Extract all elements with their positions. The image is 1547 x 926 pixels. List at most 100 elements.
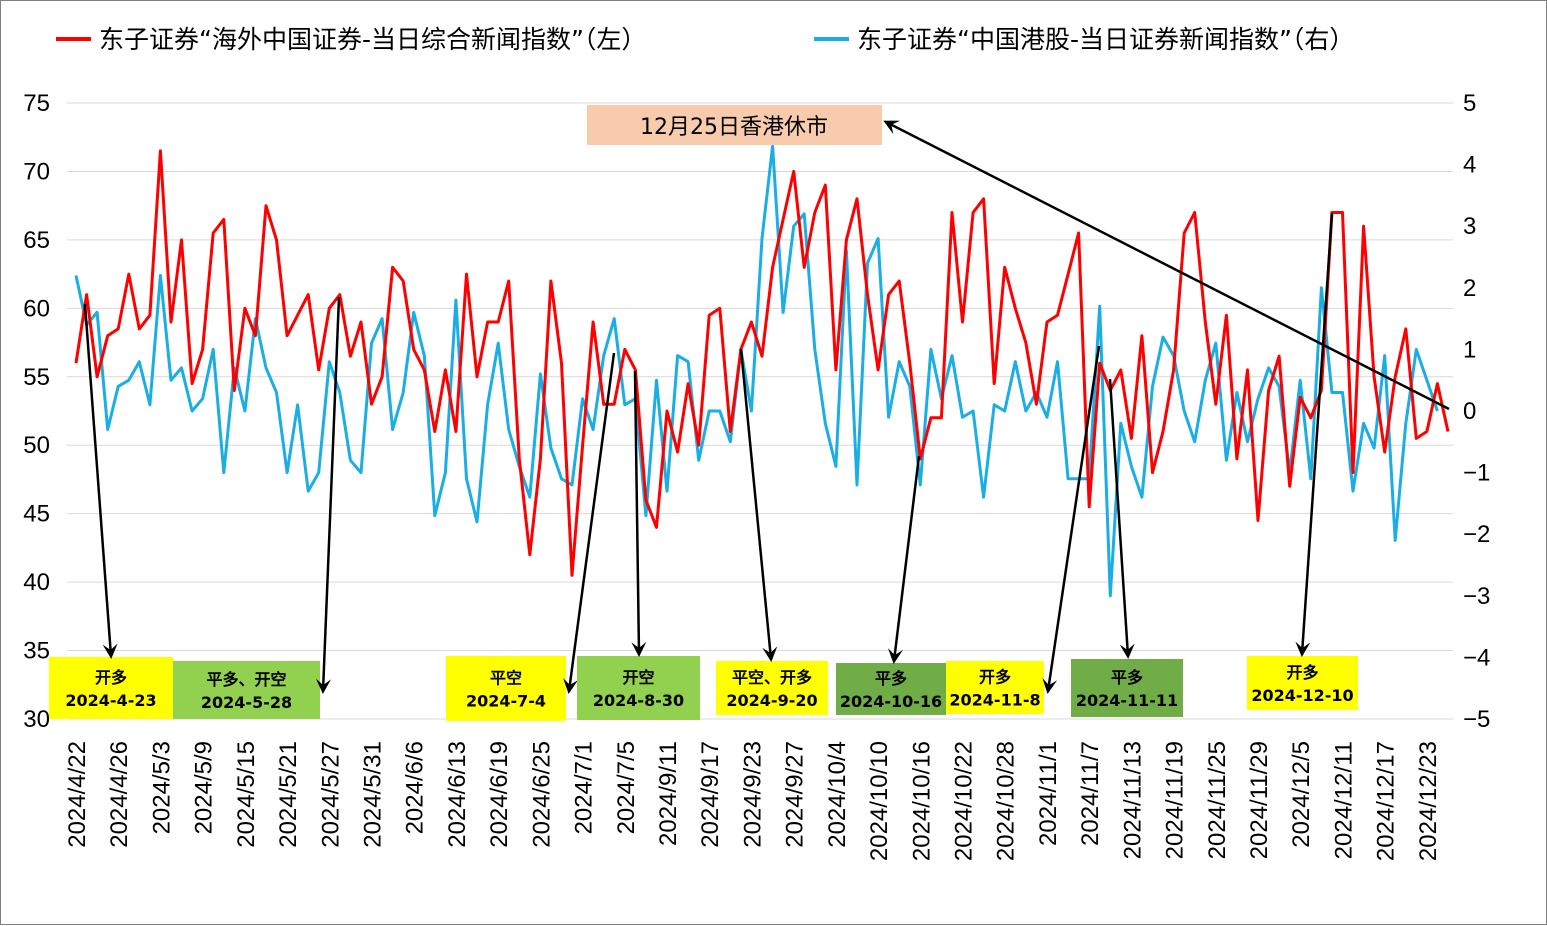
x-tick-label: 2024/9/23 xyxy=(739,741,766,848)
note-arrow xyxy=(883,120,1450,411)
annotation-date: 2024-8-30 xyxy=(593,691,684,710)
x-tick-label: 2024/10/28 xyxy=(993,741,1020,861)
x-tick-label: 2024/9/17 xyxy=(697,741,724,848)
y-left-tick-label: 45 xyxy=(23,501,50,528)
y-left-tick-label: 75 xyxy=(23,90,50,117)
annotation-action: 开多 xyxy=(1286,663,1318,682)
y-right-tick-label: 3 xyxy=(1463,213,1476,240)
x-tick-label: 2024/5/9 xyxy=(191,741,218,834)
x-tick-label: 2024/10/4 xyxy=(824,741,851,848)
x-tick-label: 2024/6/6 xyxy=(402,741,429,834)
y-left-tick-label: 35 xyxy=(23,638,50,665)
annotation-arrow xyxy=(1108,378,1135,659)
x-tick-label: 2024/5/21 xyxy=(275,741,302,848)
y-left-tick-label: 30 xyxy=(23,706,50,733)
x-tick-label: 2024/5/31 xyxy=(360,741,387,848)
annotation-date: 2024-5-28 xyxy=(201,693,292,712)
x-tick-label: 2024/6/19 xyxy=(486,741,513,848)
annotation-box xyxy=(946,661,1044,714)
annotation-box xyxy=(716,661,828,715)
annotation-action: 开多 xyxy=(95,668,127,687)
series-line-overseas-news-index xyxy=(74,149,1450,577)
x-tick-label: 2024/11/1 xyxy=(1035,741,1062,846)
annotation-action: 平多 xyxy=(875,669,907,688)
y-right-tick-label: −2 xyxy=(1463,521,1490,548)
annotation-date: 2024-10-16 xyxy=(840,692,942,711)
x-tick-label: 2024/6/13 xyxy=(444,741,471,848)
annotation-box xyxy=(1247,656,1358,710)
x-tick-label: 2024/5/27 xyxy=(317,741,344,848)
y-left-tick-label: 70 xyxy=(23,158,50,185)
y-right-tick-label: −4 xyxy=(1463,644,1490,671)
y-right-tick-label: 1 xyxy=(1463,336,1476,363)
x-tick-label: 2024/11/13 xyxy=(1119,741,1146,859)
series-lines xyxy=(74,144,1450,598)
annotation-action: 平空、开多 xyxy=(732,668,812,687)
legend-label-right-series: 东子证券“中国港股-当日证券新闻指数”（右） xyxy=(857,25,1354,54)
x-tick-label: 2024/5/3 xyxy=(148,741,175,834)
annotation-box xyxy=(173,661,320,719)
x-tick-label: 2024/12/23 xyxy=(1415,741,1442,861)
x-tick-label: 2024/12/5 xyxy=(1288,741,1315,848)
annotation-action: 开多 xyxy=(979,668,1011,687)
annotation-box xyxy=(836,663,946,715)
annotation-action: 平多、开空 xyxy=(206,670,286,689)
x-tick-label: 2024/7/5 xyxy=(613,741,640,834)
annotation-date: 2024-11-8 xyxy=(949,691,1040,710)
legend: 东子证券“海外中国证券-当日综合新闻指数”（左） 东子证券“中国港股-当日证券新闻… xyxy=(56,25,1354,54)
annotation-box xyxy=(446,656,566,721)
y-left-tick-label: 50 xyxy=(23,432,50,459)
annotation-action: 平多 xyxy=(1111,668,1143,687)
note-box xyxy=(587,105,882,145)
annotation-arrow xyxy=(315,296,341,694)
y-right-tick-label: −5 xyxy=(1463,706,1490,733)
annotation-arrow xyxy=(83,303,118,659)
x-tick-label: 2024/11/7 xyxy=(1077,741,1104,846)
annotation-arrow xyxy=(631,370,647,657)
y-right-tick-label: 5 xyxy=(1463,90,1476,117)
annotation-arrow xyxy=(563,352,616,694)
x-tick-label: 2024/11/29 xyxy=(1246,741,1273,859)
annotation-arrow xyxy=(739,348,778,662)
x-tick-label: 2024/7/1 xyxy=(571,741,598,834)
x-tick-label: 2024/4/22 xyxy=(64,741,91,848)
y-right-tick-label: 0 xyxy=(1463,398,1476,425)
y-right-tick-label: 4 xyxy=(1463,152,1476,179)
annotation-date: 2024-12-10 xyxy=(1251,686,1353,705)
left-axis-ticks: 75 70 65 60 55 50 45 40 35 30 xyxy=(23,90,50,733)
annotation-box xyxy=(49,657,173,719)
annotation-date: 2024-9-20 xyxy=(726,691,817,710)
x-tick-label: 2024/11/19 xyxy=(1162,741,1189,859)
x-tick-label: 2024/5/15 xyxy=(233,741,260,848)
annotation-date: 2024-4-23 xyxy=(65,691,156,710)
y-left-tick-label: 55 xyxy=(23,364,50,391)
y-left-tick-label: 60 xyxy=(23,295,50,322)
y-right-tick-label: 2 xyxy=(1463,275,1476,302)
x-tick-label: 2024/10/16 xyxy=(908,741,935,861)
annotation-arrow xyxy=(888,455,921,664)
series-line-hk-stock-news-index xyxy=(74,144,1439,598)
x-tick-label: 2024/4/26 xyxy=(106,741,133,848)
right-axis-ticks: 5 4 3 2 1 0 −1 −2 −3 −4 −5 xyxy=(1463,90,1490,733)
note-text: 12月25日香港休市 xyxy=(640,115,828,140)
x-tick-label: 2024/9/11 xyxy=(655,741,682,846)
annotation-date: 2024-7-4 xyxy=(466,692,546,711)
x-tick-label: 2024/10/22 xyxy=(951,741,978,861)
annotation-box xyxy=(577,656,700,720)
x-axis-ticks: 2024/4/22 2024/4/26 2024/5/3 2024/5/9 2024/5… xyxy=(64,741,1442,861)
x-tick-label: 2024/9/27 xyxy=(782,741,809,848)
x-tick-label: 2024/11/25 xyxy=(1204,741,1231,859)
legend-label-left-series: 东子证券“海外中国证券-当日综合新闻指数”（左） xyxy=(99,25,646,54)
y-left-tick-label: 65 xyxy=(23,227,50,254)
y-left-tick-label: 40 xyxy=(23,569,50,596)
y-right-tick-label: −3 xyxy=(1463,583,1490,610)
x-tick-label: 2024/6/25 xyxy=(528,741,555,848)
annotation-box xyxy=(1071,659,1183,717)
annotation-arrow xyxy=(1042,345,1101,694)
annotation-date: 2024-11-11 xyxy=(1076,691,1178,710)
x-tick-label: 2024/10/10 xyxy=(866,741,893,861)
x-tick-label: 2024/12/17 xyxy=(1373,741,1400,861)
gridlines xyxy=(67,102,1453,720)
